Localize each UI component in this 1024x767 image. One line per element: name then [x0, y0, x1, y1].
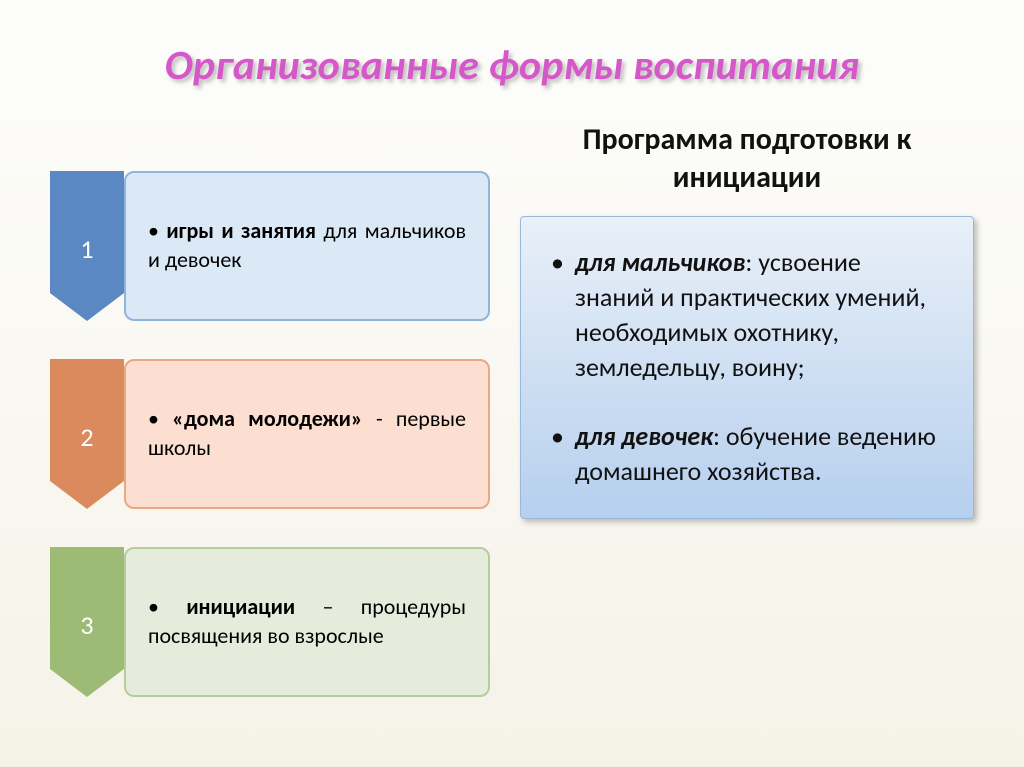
step-lead-3: инициации — [186, 593, 295, 620]
program-lead-boys: для мальчиков — [575, 246, 745, 278]
step-3: 3 • инициации – процедуры посвящения во … — [50, 547, 490, 697]
bullet-2: • — [148, 405, 159, 432]
bullet-3: • — [148, 593, 159, 620]
initiation-program-box: для мальчиков: усвоение знаний и практич… — [520, 216, 974, 519]
page-title: Организованные формы воспитания — [0, 0, 1024, 91]
step-lead-2: «дома молодежи» — [172, 405, 363, 432]
steps-column: 1 • игры и занятия для мальчиков и девоч… — [50, 121, 490, 697]
step-1: 1 • игры и занятия для мальчиков и девоч… — [50, 171, 490, 321]
step-box-3: • инициации – процедуры посвящения во вз… — [124, 547, 490, 697]
subtitle: Программа подготовки к инициации — [520, 121, 974, 196]
step-number-1: 1 — [50, 233, 124, 265]
step-lead-1: игры и занятия — [166, 217, 316, 244]
program-item-girls: для девочек: обучение ведению домашнего … — [551, 419, 943, 489]
step-box-2: • «дома молодежи» - первые школы — [124, 359, 490, 509]
program-lead-girls: для девочек — [575, 420, 713, 452]
content-area: 1 • игры и занятия для мальчиков и девоч… — [0, 91, 1024, 697]
step-box-1: • игры и занятия для мальчиков и девочек — [124, 171, 490, 321]
right-column: Программа подготовки к инициации для мал… — [520, 121, 974, 697]
chevron-1: 1 — [50, 171, 124, 321]
step-number-3: 3 — [50, 609, 124, 641]
chevron-2: 2 — [50, 359, 124, 509]
chevron-3: 3 — [50, 547, 124, 697]
program-item-boys: для мальчиков: усвоение знаний и практич… — [551, 245, 943, 385]
bullet-1: • — [148, 217, 159, 244]
step-2: 2 • «дома молодежи» - первые школы — [50, 359, 490, 509]
step-number-2: 2 — [50, 421, 124, 453]
